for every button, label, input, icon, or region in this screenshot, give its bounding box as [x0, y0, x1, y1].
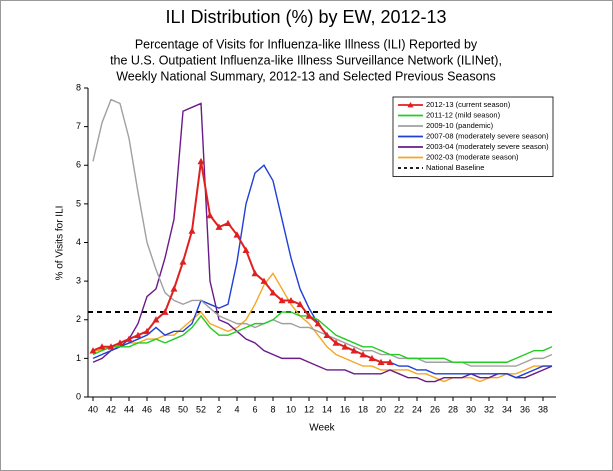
series-marker: [89, 347, 97, 354]
legend-label: 2007-08 (moderately severe season): [426, 131, 549, 140]
series-line: [92, 311, 553, 363]
x-tick-label: 24: [412, 404, 422, 414]
series-marker: [341, 343, 349, 350]
series-marker: [305, 312, 313, 319]
x-tick-label: 42: [106, 404, 116, 414]
x-tick-label: 48: [160, 404, 170, 414]
y-tick-label: 6: [76, 160, 81, 170]
y-tick-label: 1: [76, 353, 81, 363]
series-line: [92, 161, 390, 364]
series-marker: [206, 211, 214, 219]
legend-label: 2012-13 (current season): [426, 100, 511, 109]
x-tick-label: 52: [196, 404, 206, 414]
x-tick-label: 10: [286, 404, 296, 414]
y-tick-label: 3: [76, 276, 81, 286]
x-tick-label: 26: [430, 404, 440, 414]
x-tick-label: 30: [466, 404, 476, 414]
series-marker: [188, 227, 196, 234]
series-line: [92, 98, 553, 367]
series-marker: [359, 351, 367, 358]
series-marker: [125, 335, 133, 342]
series-marker: [260, 277, 268, 284]
x-tick-label: 40: [88, 404, 98, 414]
x-tick-label: 36: [520, 404, 530, 414]
series-marker: [116, 339, 124, 346]
x-tick-label: 2: [216, 404, 221, 414]
series-line: [92, 102, 553, 383]
series-marker: [143, 327, 151, 335]
x-tick-label: 28: [448, 404, 458, 414]
x-tick-label: 44: [124, 404, 134, 414]
x-tick-label: 38: [538, 404, 548, 414]
x-tick-label: 18: [358, 404, 368, 414]
x-tick-label: 8: [270, 404, 275, 414]
x-tick-label: 14: [322, 404, 332, 414]
x-tick-label: 46: [142, 404, 152, 414]
x-tick-label: 16: [340, 404, 350, 414]
series-marker: [179, 258, 187, 265]
series-marker: [107, 343, 115, 350]
series-marker: [161, 308, 169, 315]
legend-label: 2002-03 (moderate season): [426, 152, 519, 161]
series-marker: [242, 246, 250, 254]
series-marker: [269, 289, 277, 296]
y-tick-label: 8: [76, 82, 81, 92]
x-tick-label: 22: [394, 404, 404, 414]
x-tick-label: 20: [376, 404, 386, 414]
series-marker: [98, 343, 106, 350]
series-marker: [332, 339, 340, 346]
legend-label: 2003-04 (moderately severe season): [426, 142, 549, 151]
series-marker: [215, 223, 223, 230]
legend-label: 2009-10 (pandemic): [426, 121, 494, 130]
series-marker: [296, 300, 304, 308]
series-marker: [278, 296, 286, 304]
x-tick-label: 6: [252, 404, 257, 414]
series-marker: [368, 354, 376, 362]
y-tick-label: 2: [76, 314, 81, 324]
series-marker: [287, 296, 295, 304]
chart-subtitle: Weekly National Summary, 2012-13 and Sel…: [116, 69, 496, 83]
y-tick-label: 0: [76, 391, 81, 401]
y-tick-label: 5: [76, 198, 81, 208]
series-marker: [350, 347, 358, 354]
x-tick-label: 32: [484, 404, 494, 414]
legend-label: 2011-12 (mild season): [426, 110, 501, 119]
y-tick-label: 7: [76, 121, 81, 131]
chart-subtitle: the U.S. Outpatient Influenza-like Illne…: [110, 53, 502, 67]
legend-label: National Baseline: [426, 163, 484, 172]
series-line: [93, 272, 552, 383]
series-marker: [233, 231, 241, 238]
x-tick-label: 4: [234, 404, 239, 414]
chart-title: ILI Distribution (%) by EW, 2012-13: [165, 7, 446, 27]
x-tick-label: 12: [304, 404, 314, 414]
y-axis-label: % of Visits for ILI: [55, 206, 66, 281]
series-marker: [134, 331, 142, 338]
chart-subtitle: Percentage of Visits for Influenza-like …: [135, 37, 478, 51]
series-marker: [386, 358, 394, 366]
series-marker: [170, 285, 178, 292]
series-marker: [224, 219, 232, 226]
legend-marker: [407, 102, 414, 108]
series-marker: [314, 320, 322, 327]
x-tick-label: 34: [502, 404, 512, 414]
x-tick-label: 50: [178, 404, 188, 414]
series-marker: [251, 269, 259, 277]
series-marker: [152, 316, 160, 323]
x-axis-label: Week: [309, 423, 335, 434]
series-marker: [197, 157, 205, 165]
y-tick-label: 4: [76, 237, 81, 247]
series-marker: [323, 331, 331, 338]
series-marker: [377, 358, 385, 366]
